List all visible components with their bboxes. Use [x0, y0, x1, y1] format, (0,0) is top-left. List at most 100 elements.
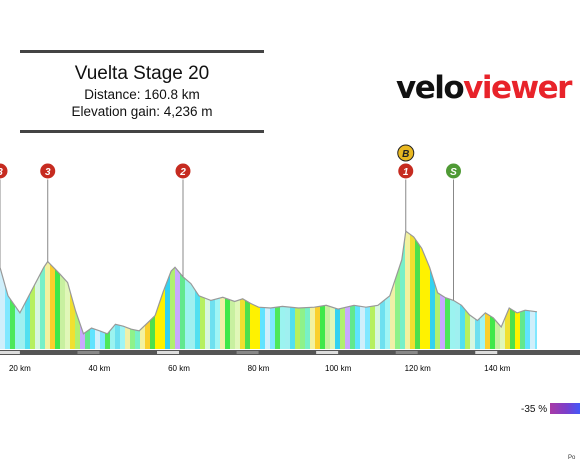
climb-badge-label: B — [402, 149, 409, 160]
gradient-strip — [325, 231, 331, 349]
gradient-strip — [545, 100, 551, 349]
stage-title-box: Vuelta Stage 20 Distance: 160.8 km Eleva… — [20, 50, 264, 133]
gradient-strip — [185, 231, 191, 349]
stage-title: Vuelta Stage 20 — [74, 63, 210, 84]
gradient-strip — [540, 100, 546, 349]
gradient-strip — [10, 231, 16, 349]
gradient-strip — [440, 231, 446, 349]
gradient-strip — [405, 231, 411, 349]
gradient-strip — [340, 231, 346, 349]
gradient-strip — [475, 231, 481, 349]
gradient-strip — [320, 231, 326, 349]
gradient-strip — [460, 231, 466, 349]
axis-segment — [157, 351, 180, 354]
gradient-strip — [30, 231, 36, 349]
gradient-strip — [195, 231, 201, 349]
gradient-strip — [120, 231, 126, 349]
gradient-strip — [215, 231, 221, 349]
axis-bar — [0, 350, 580, 355]
gradient-strip — [400, 231, 406, 349]
gradient-strip — [385, 231, 391, 349]
gradient-strip — [0, 231, 6, 349]
gradient-strip — [165, 231, 171, 349]
gradient-strip — [225, 231, 231, 349]
gradient-strip — [450, 231, 456, 349]
x-tick-label: 80 km — [248, 364, 270, 373]
gradient-strip — [55, 231, 61, 349]
profile-outline — [0, 230, 538, 335]
gradient-strip — [525, 231, 531, 349]
gradient-strip — [25, 231, 31, 349]
stage-distance: Distance: 160.8 km — [84, 87, 200, 102]
gradient-strip — [570, 100, 576, 349]
gradient-strip — [170, 231, 176, 349]
gradient-strip — [285, 231, 291, 349]
gradient-strip — [60, 231, 66, 349]
gradient-strip — [110, 231, 116, 349]
gradient-strip — [40, 231, 46, 349]
gradient-strip — [100, 231, 106, 349]
climb-badge — [444, 162, 462, 180]
corner-text: Po — [568, 455, 576, 461]
gradient-strip — [235, 231, 241, 349]
gradient-strip — [445, 231, 451, 349]
gradient-strip — [105, 231, 111, 349]
x-tick-label: 120 km — [405, 364, 432, 373]
gradient-strip — [335, 231, 341, 349]
gradient-strip — [275, 231, 281, 349]
gradient-strip — [140, 231, 146, 349]
gradient-strip — [430, 231, 436, 349]
gradient-legend-label: -35 % — [521, 404, 548, 415]
gradient-strip — [415, 231, 421, 349]
gradient-strip — [250, 231, 256, 349]
gradient-strip — [200, 231, 206, 349]
gradient-strip — [330, 231, 336, 349]
logo-viewer: viewer — [463, 70, 572, 106]
x-tick-label: 40 km — [89, 364, 111, 373]
gradient-strip — [380, 231, 386, 349]
gradient-strip — [365, 231, 371, 349]
gradient-strip — [375, 231, 381, 349]
climb-badge-label: 1 — [403, 167, 409, 178]
gradient-strip — [130, 231, 136, 349]
gradient-strip — [70, 231, 76, 349]
gradient-strip — [345, 231, 351, 349]
gradient-strip — [270, 231, 276, 349]
gradient-strip — [160, 231, 166, 349]
climb-badge-label: S — [450, 167, 457, 178]
gradient-strip — [190, 231, 196, 349]
gradient-strip — [485, 231, 491, 349]
x-tick-label: 60 km — [168, 364, 190, 373]
climb-badge-label: 2 — [179, 167, 186, 178]
gradient-strip — [425, 231, 431, 349]
gradient-strip — [95, 231, 101, 349]
climb-badge — [174, 162, 192, 180]
climb-badge-label: 3 — [45, 167, 51, 178]
gradient-strip — [255, 231, 261, 349]
gradient-strip — [210, 231, 216, 349]
gradient-strip — [480, 231, 486, 349]
gradient-strip — [315, 231, 321, 349]
gradient-strip — [50, 231, 56, 349]
gradient-strip — [290, 231, 296, 349]
gradient-strip — [240, 231, 246, 349]
gradient-strip — [35, 231, 41, 349]
gradient-strip — [490, 231, 496, 349]
gradient-strip — [390, 231, 396, 349]
gradient-strip — [420, 231, 426, 349]
gradient-strip — [435, 231, 441, 349]
gradient-strip — [260, 231, 266, 349]
distance-axis: 20 km 40 km 60 km 80 km 100 km 120 km 140 km — [0, 350, 580, 373]
logo-velo: velo — [396, 70, 465, 106]
gradient-strip — [90, 231, 96, 349]
gradient-strip — [470, 231, 476, 349]
gradient-strip — [125, 231, 131, 349]
x-tick-label: 100 km — [325, 364, 352, 373]
gradient-strip — [205, 231, 211, 349]
gradient-strip — [355, 231, 361, 349]
gradient-strip — [305, 231, 311, 349]
axis-segment — [77, 351, 100, 354]
gradient-strip — [45, 231, 51, 349]
gradient-strip — [555, 100, 561, 349]
